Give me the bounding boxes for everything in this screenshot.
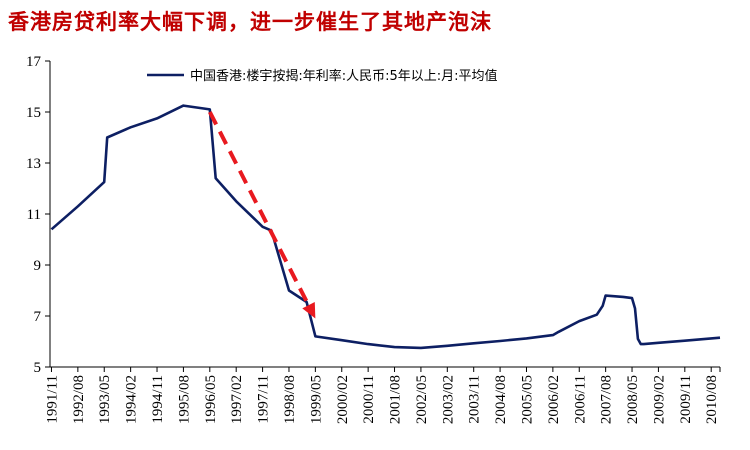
x-tick-label: 2005/05 <box>519 375 535 424</box>
x-tick-label: 1996/05 <box>203 375 219 424</box>
chart-title: 香港房贷利率大幅下调，进一步催生了其地产泡沫 <box>8 9 492 34</box>
x-tick-label: 2003/02 <box>440 375 456 424</box>
x-tick-label: 2001/08 <box>388 375 404 424</box>
x-tick-label: 2006/11 <box>572 375 588 424</box>
x-tick-label: 2004/08 <box>493 375 509 424</box>
x-tick-label: 1994/02 <box>124 375 140 424</box>
x-tick-label: 2006/02 <box>546 375 562 424</box>
legend: 中国香港:楼宇按揭:年利率:人民币:5年以上:月:平均值 <box>147 68 498 84</box>
y-tick-label: 9 <box>34 258 42 274</box>
x-tick-label: 2009/11 <box>678 375 694 424</box>
x-tick-label: 2003/11 <box>467 375 483 424</box>
x-tick-label: 1997/11 <box>256 375 272 424</box>
x-tick-label: 2002/05 <box>414 375 430 424</box>
y-tick-label: 17 <box>26 54 42 70</box>
axes <box>49 61 720 368</box>
x-tick-label: 2010/08 <box>704 375 720 424</box>
y-tick-label: 5 <box>34 360 42 376</box>
x-tick-label: 1994/11 <box>150 375 166 424</box>
x-axis-ticks: 1991/11 1992/08 1993/05 1994/02 1994/11 1995/… <box>44 367 721 424</box>
y-tick-label: 7 <box>34 309 42 325</box>
x-tick-label: 2009/02 <box>651 375 667 424</box>
x-tick-label: 2000/11 <box>361 375 377 424</box>
x-tick-label: 1992/08 <box>71 375 87 424</box>
x-tick-label: 1999/05 <box>308 375 324 424</box>
trend-arrow-head <box>302 302 316 319</box>
x-tick-label: 2007/08 <box>599 375 615 424</box>
x-tick-label: 1993/05 <box>97 375 113 424</box>
y-tick-label: 11 <box>27 207 41 223</box>
y-tick-label: 15 <box>26 105 41 121</box>
annotation-layer <box>208 111 316 319</box>
y-tick-label: 13 <box>26 156 41 172</box>
y-axis-ticks: 5 7 9 11 13 15 17 <box>26 54 50 376</box>
x-tick-label: 1997/02 <box>229 375 245 424</box>
series-line <box>50 104 721 350</box>
x-tick-label: 2008/05 <box>625 375 641 424</box>
legend-label: 中国香港:楼宇按揭:年利率:人民币:5年以上:月:平均值 <box>190 68 498 84</box>
x-tick-label: 1998/08 <box>282 375 298 424</box>
trend-arrow-line <box>208 111 311 307</box>
x-tick-label: 1995/08 <box>176 375 192 424</box>
x-tick-label: 2000/02 <box>335 375 351 424</box>
series-layer <box>50 104 721 350</box>
x-tick-label: 1991/11 <box>44 375 60 424</box>
